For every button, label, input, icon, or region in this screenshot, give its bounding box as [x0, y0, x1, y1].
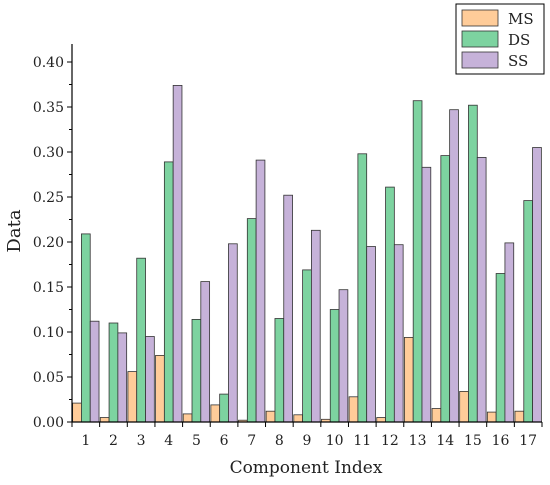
x-tick-label: 12 — [381, 433, 399, 449]
bar-ss-17 — [532, 147, 542, 423]
bar-ds-3 — [136, 257, 146, 423]
x-tick-label: 1 — [81, 433, 90, 449]
bar-ms-6 — [210, 404, 221, 423]
bar-ms-16 — [486, 411, 497, 423]
legend-swatch-ds — [461, 30, 499, 48]
axes-layer: 0.000.050.100.150.200.250.300.350.401 2 3 4… — [33, 44, 543, 449]
bar-ds-6 — [219, 393, 229, 423]
labels-layer: Data Component Index — [4, 209, 383, 478]
y-tick-label: 0.20 — [33, 235, 64, 251]
bars-layer — [72, 85, 542, 423]
bar-ms-14 — [431, 408, 442, 423]
bar-ss-6 — [228, 243, 238, 423]
bar-ds-9 — [302, 269, 312, 423]
bar-ds-15 — [468, 104, 478, 423]
x-tick-label: 6 — [220, 433, 229, 449]
bar-ss-9 — [310, 229, 321, 423]
bar-ss-13 — [421, 166, 432, 423]
y-axis-title: Data — [4, 209, 25, 252]
y-tick-label: 0.15 — [33, 280, 64, 296]
bar-ms-11 — [348, 396, 359, 423]
x-tick-label: 10 — [326, 433, 344, 449]
y-tick-label: 0.25 — [33, 190, 64, 206]
bar-ms-1 — [72, 402, 82, 423]
x-tick-label: 2 — [109, 433, 118, 449]
bar-ds-1 — [81, 233, 91, 423]
bar-ms-12 — [376, 417, 386, 423]
bar-ss-3 — [145, 336, 155, 423]
x-tick-label: 14 — [436, 433, 454, 449]
legend: MS DS SS — [455, 3, 545, 75]
bar-ms-5 — [182, 413, 193, 423]
bar-ds-7 — [246, 218, 257, 423]
bar-ss-4 — [172, 85, 183, 423]
bar-ds-14 — [440, 155, 451, 423]
bar-ms-8 — [265, 410, 276, 423]
bar-ds-8 — [274, 318, 285, 423]
y-tick-label: 0.00 — [33, 415, 64, 431]
x-axis-title: Component Index — [230, 458, 383, 478]
bar-ds-12 — [385, 186, 395, 423]
bar-ds-11 — [357, 153, 368, 423]
x-tick-label: 15 — [464, 433, 482, 449]
legend-swatch-ss — [461, 51, 499, 69]
x-tick-label: 4 — [164, 433, 173, 449]
bar-ss-5 — [200, 281, 211, 423]
bar-ss-11 — [366, 246, 376, 423]
legend-swatch-ms — [461, 9, 499, 27]
legend-label-ss: SS — [508, 52, 528, 70]
x-tick-label: 11 — [353, 433, 371, 449]
bar-ds-10 — [329, 309, 340, 423]
bar-ms-3 — [127, 371, 138, 423]
bar-ss-12 — [393, 244, 404, 423]
bar-ss-2 — [117, 332, 128, 423]
bar-ss-16 — [504, 242, 515, 423]
bar-ds-16 — [495, 273, 506, 423]
bar-ss-7 — [255, 159, 266, 423]
bar-ms-15 — [459, 390, 469, 423]
x-tick-label: 8 — [275, 433, 284, 449]
bar-ds-17 — [523, 200, 533, 423]
x-tick-label: 16 — [492, 433, 510, 449]
bar-ds-13 — [412, 100, 423, 423]
bar-ss-15 — [476, 156, 487, 423]
x-tick-label: 5 — [192, 433, 201, 449]
bar-ss-14 — [449, 109, 459, 423]
bar-ss-8 — [283, 194, 293, 423]
legend-label-ms: MS — [508, 10, 534, 28]
bar-ms-13 — [403, 336, 414, 423]
x-tick-label: 13 — [409, 433, 427, 449]
y-tick-label: 0.35 — [33, 100, 64, 116]
bar-ss-1 — [89, 320, 100, 423]
x-tick-label: 9 — [303, 433, 312, 449]
y-tick-label: 0.40 — [33, 55, 64, 71]
x-tick-label: 17 — [519, 433, 537, 449]
bar-ss-10 — [338, 289, 349, 423]
bar-ms-9 — [293, 414, 303, 423]
bar-ds-2 — [108, 322, 119, 423]
y-tick-label: 0.05 — [33, 370, 64, 386]
y-tick-label: 0.30 — [33, 145, 64, 161]
bar-ds-5 — [191, 318, 202, 423]
bar-ms-17 — [514, 410, 525, 423]
bar-ds-4 — [163, 161, 174, 423]
bar-ms-4 — [155, 354, 165, 423]
bar-ms-2 — [99, 417, 110, 423]
legend-label-ds: DS — [508, 31, 530, 49]
x-tick-label: 3 — [137, 433, 146, 449]
y-tick-label: 0.10 — [33, 325, 64, 341]
x-tick-label: 7 — [247, 433, 256, 449]
